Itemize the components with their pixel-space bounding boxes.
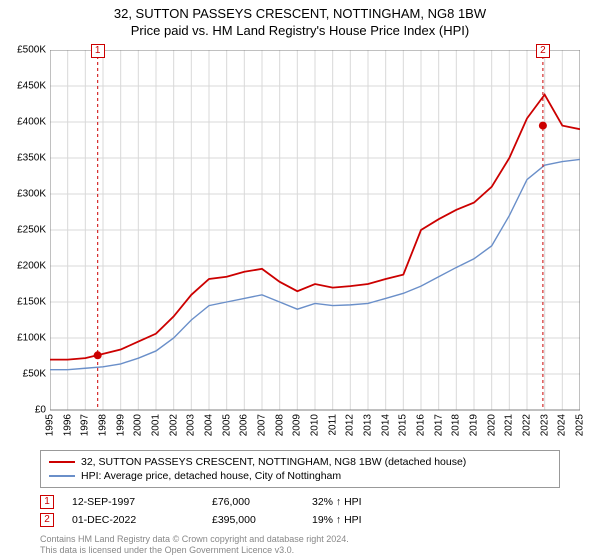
chart-svg xyxy=(50,50,580,420)
title-block: 32, SUTTON PASSEYS CRESCENT, NOTTINGHAM,… xyxy=(0,0,600,38)
x-axis-label: 2018 xyxy=(451,414,462,444)
transaction-price: £395,000 xyxy=(212,514,312,526)
x-axis-label: 2012 xyxy=(345,414,356,444)
transaction-price: £76,000 xyxy=(212,496,312,508)
y-axis-label: £500K xyxy=(0,45,46,56)
chart-area: £0£50K£100K£150K£200K£250K£300K£350K£400… xyxy=(50,50,580,410)
x-axis-label: 2021 xyxy=(504,414,515,444)
x-axis-label: 2020 xyxy=(486,414,497,444)
y-axis-label: £200K xyxy=(0,261,46,272)
x-axis-label: 2002 xyxy=(168,414,179,444)
y-axis-label: £300K xyxy=(0,189,46,200)
title-sub: Price paid vs. HM Land Registry's House … xyxy=(0,23,600,38)
x-axis-label: 2016 xyxy=(416,414,427,444)
transaction-row: 2 01-DEC-2022£395,00019% ↑ HPI xyxy=(40,511,560,529)
x-axis-label: 2011 xyxy=(327,414,338,444)
chart-marker-1: 1 xyxy=(91,44,105,58)
x-axis-label: 2022 xyxy=(522,414,533,444)
legend-box: 32, SUTTON PASSEYS CRESCENT, NOTTINGHAM,… xyxy=(40,450,560,488)
transactions-table: 1 12-SEP-1997£76,00032% ↑ HPI 2 01-DEC-2022… xyxy=(40,493,560,529)
x-axis-label: 1998 xyxy=(98,414,109,444)
x-axis-label: 2000 xyxy=(133,414,144,444)
y-axis-label: £50K xyxy=(0,369,46,380)
legend-item: 32, SUTTON PASSEYS CRESCENT, NOTTINGHAM,… xyxy=(49,455,551,469)
y-axis-label: £150K xyxy=(0,297,46,308)
footer-line-1: Contains HM Land Registry data © Crown c… xyxy=(40,534,560,545)
legend-item: HPI: Average price, detached house, City… xyxy=(49,469,551,483)
legend-label: HPI: Average price, detached house, City… xyxy=(81,470,341,482)
x-axis-label: 2005 xyxy=(221,414,232,444)
transaction-date: 01-DEC-2022 xyxy=(72,514,212,526)
x-axis-label: 2006 xyxy=(239,414,250,444)
x-axis-label: 2025 xyxy=(575,414,586,444)
x-axis-label: 2019 xyxy=(469,414,480,444)
y-axis-label: £100K xyxy=(0,333,46,344)
x-axis-label: 2024 xyxy=(557,414,568,444)
x-axis-label: 2013 xyxy=(363,414,374,444)
title-main: 32, SUTTON PASSEYS CRESCENT, NOTTINGHAM,… xyxy=(0,6,600,21)
x-axis-label: 2008 xyxy=(274,414,285,444)
x-axis-label: 2015 xyxy=(398,414,409,444)
chart-container: 32, SUTTON PASSEYS CRESCENT, NOTTINGHAM,… xyxy=(0,0,600,560)
legend-label: 32, SUTTON PASSEYS CRESCENT, NOTTINGHAM,… xyxy=(81,456,466,468)
footer-attribution: Contains HM Land Registry data © Crown c… xyxy=(40,534,560,556)
transaction-delta: 32% ↑ HPI xyxy=(312,496,432,508)
transaction-delta: 19% ↑ HPI xyxy=(312,514,432,526)
x-axis-label: 2017 xyxy=(433,414,444,444)
x-axis-label: 2010 xyxy=(310,414,321,444)
x-axis-label: 1995 xyxy=(45,414,56,444)
x-axis-label: 2014 xyxy=(380,414,391,444)
x-axis-label: 1999 xyxy=(115,414,126,444)
x-axis-label: 2009 xyxy=(292,414,303,444)
legend-swatch xyxy=(49,461,75,463)
y-axis-label: £0 xyxy=(0,405,46,416)
y-axis-label: £400K xyxy=(0,117,46,128)
transaction-marker: 1 xyxy=(40,495,54,509)
x-axis-label: 1996 xyxy=(62,414,73,444)
transaction-marker: 2 xyxy=(40,513,54,527)
x-axis-label: 2007 xyxy=(257,414,268,444)
chart-marker-2: 2 xyxy=(536,44,550,58)
x-axis-label: 1997 xyxy=(80,414,91,444)
x-axis-label: 2004 xyxy=(204,414,215,444)
y-axis-label: £250K xyxy=(0,225,46,236)
x-axis-label: 2003 xyxy=(186,414,197,444)
legend-swatch xyxy=(49,475,75,477)
transaction-row: 1 12-SEP-1997£76,00032% ↑ HPI xyxy=(40,493,560,511)
y-axis-label: £450K xyxy=(0,81,46,92)
footer-line-2: This data is licensed under the Open Gov… xyxy=(40,545,560,556)
x-axis-label: 2023 xyxy=(539,414,550,444)
transaction-date: 12-SEP-1997 xyxy=(72,496,212,508)
y-axis-label: £350K xyxy=(0,153,46,164)
x-axis-label: 2001 xyxy=(151,414,162,444)
